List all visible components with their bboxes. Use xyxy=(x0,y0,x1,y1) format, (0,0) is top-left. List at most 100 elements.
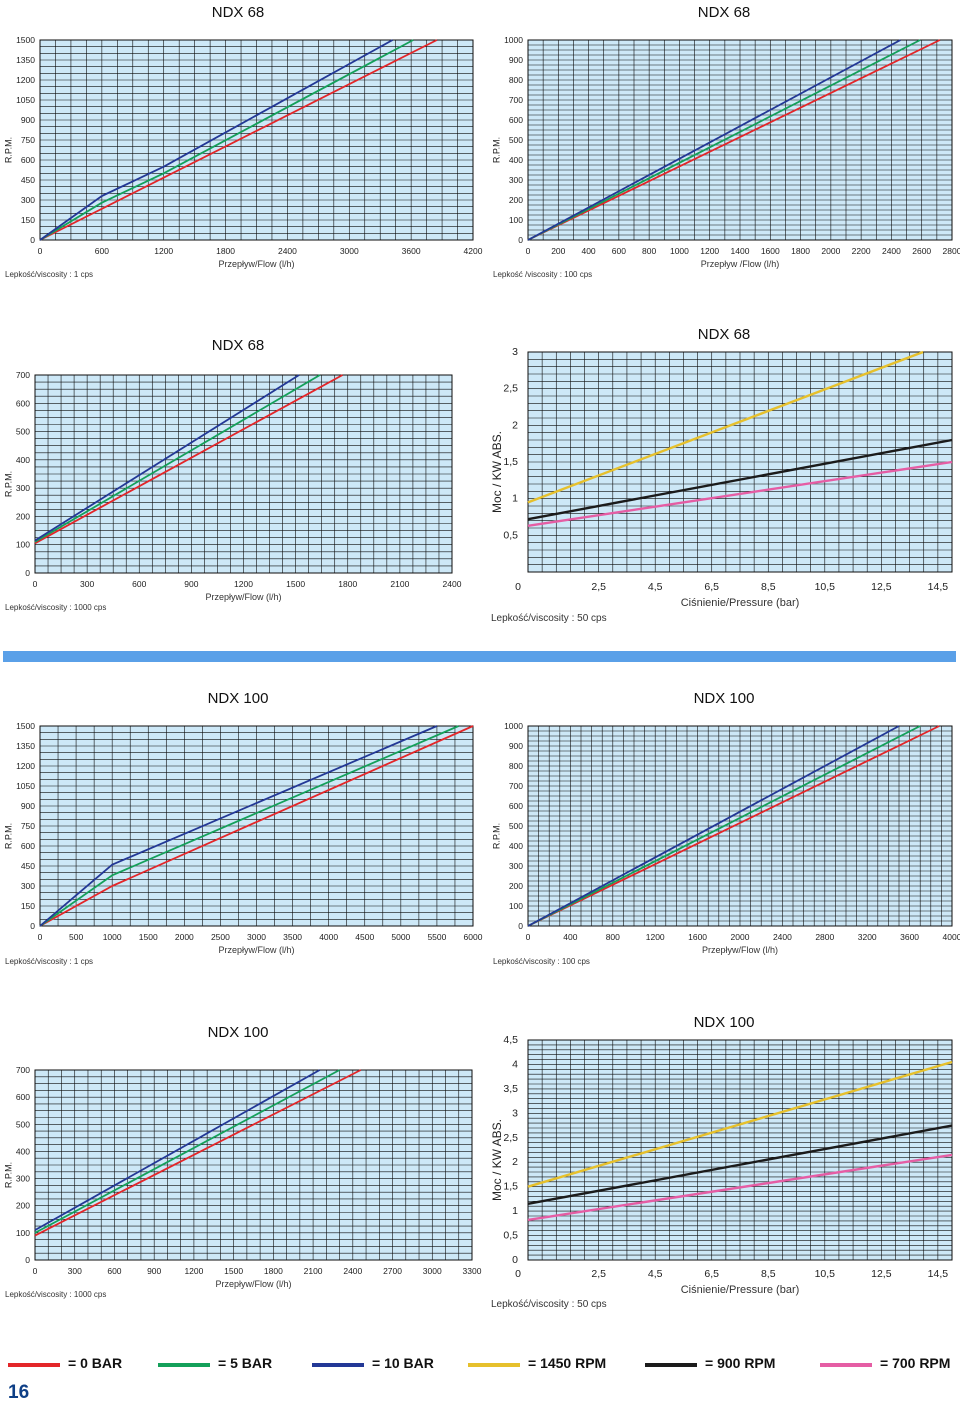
section-divider xyxy=(3,651,956,662)
x-axis-label: Przepływ/Flow (l/h) xyxy=(218,945,294,955)
x-tick-label: 1800 xyxy=(791,246,810,256)
legend-label-1450rpm: = 1450 RPM xyxy=(528,1355,607,1371)
grid xyxy=(528,1040,952,1260)
y-tick-label: 1000 xyxy=(504,721,523,731)
y-tick-label: 4,5 xyxy=(503,1034,518,1046)
series-line-700-rpm xyxy=(527,1153,953,1222)
y-tick-label: 800 xyxy=(509,75,523,85)
page-number: 16 xyxy=(8,1382,30,1403)
y-tick-label: 500 xyxy=(16,1119,30,1129)
y-tick-label: 1,5 xyxy=(503,456,518,468)
x-tick-label: 1000 xyxy=(670,246,689,256)
x-tick-label: 2800 xyxy=(943,246,960,256)
x-tick-label: 600 xyxy=(95,246,109,256)
series-line-0-bar xyxy=(34,1069,362,1237)
x-tick-label: 3000 xyxy=(247,932,266,942)
x-tick-label: 0 xyxy=(38,246,43,256)
x-tick-label: 4000 xyxy=(319,932,338,942)
x-tick-label: 1800 xyxy=(216,246,235,256)
x-tick-label: 8,5 xyxy=(761,1268,776,1280)
y-tick-label: 400 xyxy=(16,1146,30,1156)
x-tick-label: 1200 xyxy=(700,246,719,256)
y-tick-label: 0 xyxy=(25,568,30,578)
legend-label-900rpm: = 900 RPM xyxy=(705,1355,776,1371)
y-tick-label: 450 xyxy=(21,175,35,185)
y-tick-label: 200 xyxy=(509,195,523,205)
series-line-5-bar xyxy=(527,39,921,241)
y-tick-label: 300 xyxy=(16,483,30,493)
grid xyxy=(35,375,452,573)
y-tick-label: 1000 xyxy=(504,35,523,45)
y-tick-label: 400 xyxy=(16,455,30,465)
y-tick-label: 300 xyxy=(21,881,35,891)
x-tick-label: 0 xyxy=(515,581,521,593)
x-tick-label: 1500 xyxy=(139,932,158,942)
x-tick-label: 2500 xyxy=(211,932,230,942)
x-tick-label: 10,5 xyxy=(815,581,836,593)
x-tick-label: 300 xyxy=(68,1266,82,1276)
x-tick-label: 2400 xyxy=(278,246,297,256)
y-tick-label: 600 xyxy=(21,841,35,851)
x-tick-label: 400 xyxy=(581,246,595,256)
x-tick-label: 6,5 xyxy=(704,581,719,593)
y-tick-label: 0 xyxy=(518,235,523,245)
x-tick-label: 4000 xyxy=(943,932,960,942)
series-line-5-bar xyxy=(34,374,321,543)
x-tick-label: 1500 xyxy=(286,579,305,589)
chart-ndx68-1000cps: NDX 68 0 300 600 900 1200 1500 1800 2100 2400 0 100… xyxy=(3,337,461,612)
x-tick-label: 4200 xyxy=(464,246,483,256)
series-line-5-bar xyxy=(39,725,459,927)
x-tick-label: 1200 xyxy=(646,932,665,942)
series-line-10-bar xyxy=(39,39,394,241)
x-tick-label: 2400 xyxy=(343,1266,362,1276)
y-tick-label: 1500 xyxy=(16,35,35,45)
x-tick-label: 4,5 xyxy=(648,581,663,593)
y-axis-label: Moc / KW ABS. xyxy=(490,1119,504,1201)
y-tick-label: 400 xyxy=(509,155,523,165)
y-tick-label: 4 xyxy=(512,1058,518,1070)
chart-ndx68-power: NDX 68 0 2,5 4,5 6,5 8,5 10,5 12,5 14,5 0,5 1 1,5 2 2… xyxy=(490,326,953,624)
x-tick-label: 800 xyxy=(606,932,620,942)
y-tick-label: 750 xyxy=(21,821,35,831)
chart-ndx68-100cps: NDX 680 200 400 600 800 1000 1200 1400 1600 1800 2… xyxy=(491,4,960,279)
y-tick-label: 500 xyxy=(509,135,523,145)
y-tick-label: 200 xyxy=(16,511,30,521)
x-tick-label: 2400 xyxy=(882,246,901,256)
legend-swatch-900rpm xyxy=(645,1363,697,1367)
x-tick-label: 600 xyxy=(132,579,146,589)
y-tick-label: 0 xyxy=(512,1254,518,1266)
y-tick-label: 0 xyxy=(25,1255,30,1265)
chart-ndx100-100cps: NDX 1000 400 800 1200 1600 2000 2400 2800 3200 36… xyxy=(491,690,960,966)
y-axis-label: R.P.M. xyxy=(3,1162,13,1188)
y-tick-label: 1050 xyxy=(16,781,35,791)
y-tick-label: 3 xyxy=(512,346,518,358)
x-tick-label: 2800 xyxy=(815,932,834,942)
y-tick-label: 700 xyxy=(509,95,523,105)
legend-swatch-1450rpm xyxy=(468,1363,520,1367)
viscosity-note: Lepkość/viscosity : 50 cps xyxy=(491,613,607,624)
y-tick-label: 500 xyxy=(509,821,523,831)
y-tick-label: 0 xyxy=(30,921,35,931)
series-line-10-bar xyxy=(39,725,438,927)
x-tick-label: 600 xyxy=(107,1266,121,1276)
x-tick-label: 400 xyxy=(563,932,577,942)
x-tick-label: 3500 xyxy=(283,932,302,942)
y-tick-label: 1,5 xyxy=(503,1181,518,1193)
series-line-5-bar xyxy=(527,725,921,927)
y-tick-label: 1200 xyxy=(16,761,35,771)
y-tick-label: 1200 xyxy=(16,75,35,85)
x-tick-label: 1200 xyxy=(184,1266,203,1276)
legend-label-5bar: = 5 BAR xyxy=(218,1355,273,1371)
chart-ndx100-power: NDX 100 0 2,5 4,5 6,5 8,5 10,5 12,5 14,5 0 0,5 1 1,5… xyxy=(490,1014,953,1310)
x-tick-label: 1600 xyxy=(761,246,780,256)
x-tick-label: 2,5 xyxy=(591,581,606,593)
legend-label-700rpm: = 700 RPM xyxy=(880,1355,951,1371)
x-tick-label: 1200 xyxy=(234,579,253,589)
series-line-10-bar xyxy=(34,374,300,542)
chart-title: NDX 100 xyxy=(694,690,755,707)
x-axis-label: Przepływ/Flow (l/h) xyxy=(215,1279,291,1289)
chart-ndx100-1cps: NDX 1000 500 1000 1500 2000 2500 3000 3500 4000 4… xyxy=(3,690,482,966)
x-tick-label: 800 xyxy=(642,246,656,256)
x-tick-label: 6000 xyxy=(464,932,483,942)
series-line-0-bar xyxy=(527,39,941,241)
